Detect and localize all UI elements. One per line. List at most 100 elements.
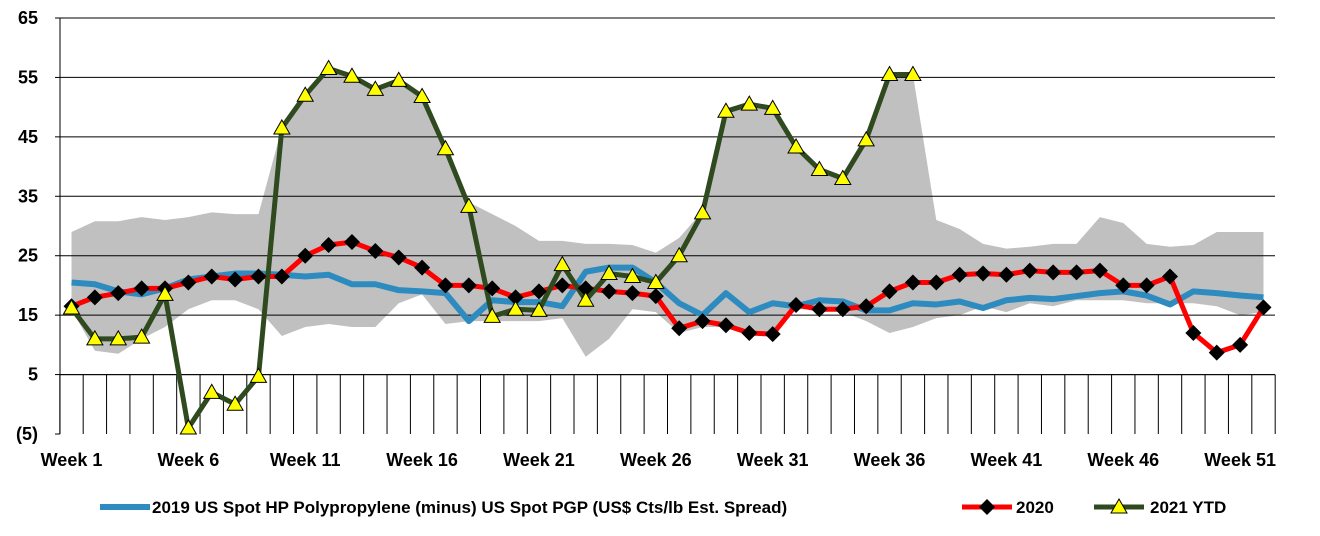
x-tick-label-7: Week 36	[854, 450, 926, 470]
y-tick-label-1: 5	[28, 365, 38, 385]
legend: 2019 US Spot HP Polypropylene (minus) US…	[100, 497, 1226, 517]
y-tick-label-6: 55	[18, 67, 38, 87]
point-2020-week-16	[414, 259, 431, 276]
point-2021-week-28	[693, 203, 712, 220]
point-2020-week-13	[343, 234, 360, 251]
y-tick-label-7: 65	[18, 8, 38, 28]
point-2020-week-43	[1045, 264, 1062, 281]
point-2020-week-18	[460, 277, 477, 294]
point-2020-week-23	[577, 280, 594, 297]
legend-item-2020: 2020	[962, 498, 1054, 517]
x-tick-label-8: Week 41	[971, 450, 1043, 470]
point-2020-week-50	[1208, 344, 1225, 361]
y-tick-label-3: 25	[18, 246, 38, 266]
point-2020-week-29	[717, 317, 734, 334]
point-2021-week-2	[86, 329, 104, 346]
point-2020-week-17	[437, 277, 454, 294]
point-2021-week-32	[787, 137, 805, 154]
point-2021-week-8	[226, 395, 244, 411]
legend-label-2020: 2020	[1016, 498, 1054, 517]
point-2021-week-27	[670, 246, 689, 263]
point-2020-week-47	[1138, 277, 1155, 294]
point-2021-week-4	[132, 328, 151, 344]
point-2020-week-38	[928, 274, 945, 291]
point-2021-week-9	[249, 367, 268, 383]
point-2021-week-14	[366, 80, 385, 96]
y-tick-label-4: 35	[18, 186, 38, 206]
legend-marker-2021	[1110, 497, 1128, 514]
x-tick-label-5: Week 26	[620, 450, 692, 470]
legend-marker-2020	[979, 499, 995, 515]
point-2021-week-20	[506, 300, 525, 316]
point-2020-week-28	[694, 313, 711, 330]
point-2021-week-37	[904, 65, 922, 81]
point-2020-week-37	[904, 274, 921, 291]
point-2021-week-7	[202, 383, 221, 399]
point-2021-week-26	[646, 273, 665, 289]
point-2020-week-21	[530, 283, 547, 300]
point-2020-week-24	[601, 283, 618, 300]
point-2020-week-14	[367, 242, 384, 259]
point-2021-week-29	[717, 102, 735, 118]
point-2020-week-9	[250, 268, 267, 285]
point-2020-week-7	[203, 268, 220, 285]
point-2021-week-23	[576, 291, 595, 307]
point-2021-week-5	[156, 285, 174, 301]
legend-item-2021: 2021 YTD	[1094, 497, 1226, 517]
series-layer	[62, 59, 1272, 435]
point-2021-week-18	[459, 197, 478, 213]
point-2020-week-2	[86, 289, 103, 306]
point-2020-week-4	[133, 280, 150, 297]
point-2021-week-13	[343, 67, 361, 83]
point-2021-week-36	[880, 65, 899, 81]
legend-item-2019: 2019 US Spot HP Polypropylene (minus) US…	[100, 498, 787, 517]
point-2020-week-6	[180, 274, 197, 291]
y-tick-label-5: 45	[18, 127, 38, 147]
point-2021-week-25	[623, 267, 642, 284]
point-2020-week-27	[671, 320, 688, 337]
x-tick-label-0: Week 1	[41, 450, 103, 470]
point-2020-week-22	[554, 277, 571, 294]
point-2020-week-8	[227, 271, 244, 288]
point-2021-week-17	[436, 139, 455, 156]
point-2020-week-44	[1068, 264, 1085, 281]
legend-label-2019: 2019 US Spot HP Polypropylene (minus) US…	[152, 498, 787, 517]
point-2021-week-16	[413, 87, 431, 103]
point-2021-week-34	[833, 169, 852, 185]
point-2021-week-22	[553, 255, 572, 272]
point-2020-week-12	[320, 237, 337, 254]
x-tick-label-10: Week 51	[1204, 450, 1276, 470]
point-2021-week-21	[530, 301, 548, 317]
point-2020-week-10	[273, 268, 290, 285]
point-2020-week-32	[788, 297, 805, 314]
x-tick-label-2: Week 11	[270, 450, 341, 470]
x-tick-label-1: Week 6	[158, 450, 220, 470]
point-2020-week-49	[1185, 324, 1202, 341]
point-2021-week-24	[600, 264, 618, 281]
point-2020-week-40	[975, 265, 992, 282]
y-tick-label-2: 15	[18, 305, 38, 325]
point-2020-week-41	[998, 266, 1015, 283]
point-2020-week-3	[110, 285, 127, 302]
point-2020-week-19	[484, 280, 501, 297]
point-2020-week-46	[1115, 277, 1132, 294]
point-2020-week-36	[881, 283, 898, 300]
point-2020-week-25	[624, 285, 641, 302]
point-2021-week-15	[389, 71, 408, 87]
point-2021-week-31	[763, 99, 782, 115]
point-2021-week-11	[296, 86, 315, 102]
point-2020-week-20	[507, 289, 524, 306]
point-2020-week-52	[1255, 299, 1272, 316]
point-2020-week-42	[1021, 262, 1038, 279]
point-2020-week-31	[764, 326, 781, 343]
point-2021-week-10	[272, 118, 291, 135]
point-2020-week-51	[1232, 336, 1249, 353]
point-2021-week-1	[62, 299, 81, 315]
legend-label-2021: 2021 YTD	[1150, 498, 1226, 517]
x-tick-label-3: Week 16	[386, 450, 458, 470]
point-2020-week-48	[1162, 268, 1179, 285]
point-2021-week-19	[483, 307, 502, 323]
point-2021-week-33	[810, 160, 829, 177]
point-2020-week-45	[1091, 262, 1108, 279]
